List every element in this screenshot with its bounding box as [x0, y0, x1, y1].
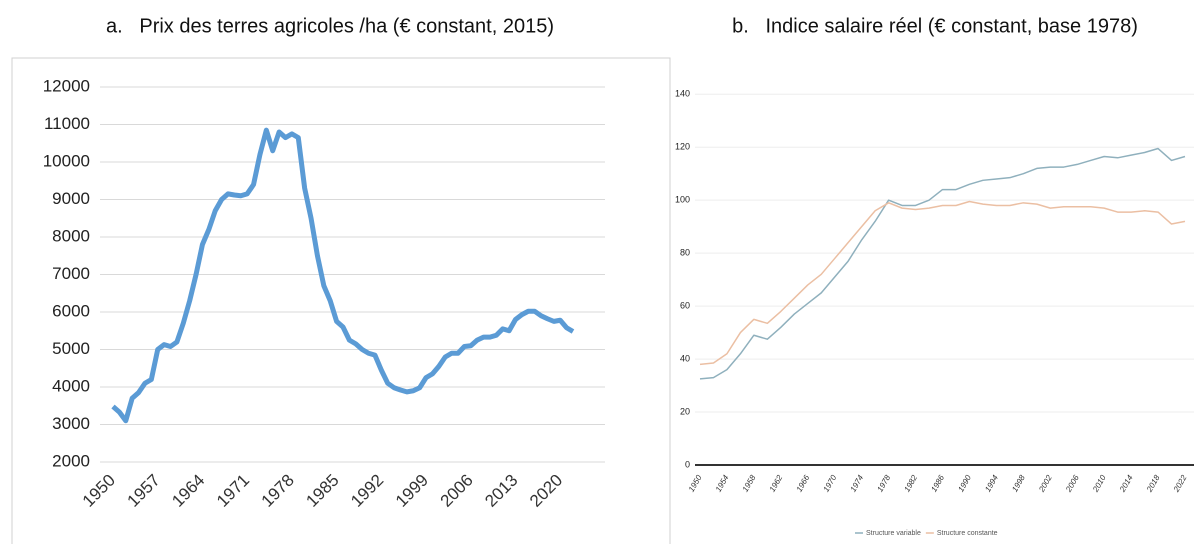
x-tick-label: 1958	[741, 473, 758, 493]
x-tick-label: 1999	[392, 471, 432, 511]
y-tick-label: 120	[675, 142, 690, 152]
x-tick-label: 2014	[1117, 473, 1134, 494]
x-tick-label: 1950	[79, 471, 119, 511]
chart-a-frame	[11, 57, 671, 549]
x-tick-label: 1992	[347, 471, 387, 511]
x-tick-label: 1964	[168, 471, 208, 511]
y-tick-label: 6000	[52, 301, 90, 320]
x-tick-label: 1982	[902, 473, 919, 493]
x-tick-label: 2010	[1091, 473, 1108, 494]
x-tick-label: 2002	[1037, 473, 1054, 494]
x-tick-label: 1994	[983, 473, 1000, 493]
x-tick-label: 2020	[526, 471, 566, 511]
y-tick-label: 140	[675, 89, 690, 99]
y-tick-label: 8000	[52, 226, 90, 245]
legend-label: Structure constante	[937, 530, 998, 537]
y-tick-label: 2000	[52, 451, 90, 470]
y-tick-label: 7000	[52, 264, 90, 283]
y-tick-label: 10000	[43, 151, 90, 170]
x-tick-label: 2018	[1144, 473, 1161, 494]
y-tick-label: 4000	[52, 376, 90, 395]
y-tick-label: 20	[680, 406, 690, 416]
x-tick-label: 2013	[481, 471, 521, 511]
chart-title: a. Prix des terres agricoles /ha (€ cons…	[106, 15, 554, 37]
y-tick-label: 11000	[44, 114, 90, 133]
line-series	[699, 200, 1186, 366]
x-tick-label: 2006	[437, 471, 477, 511]
x-tick-label: 1970	[822, 473, 839, 493]
x-tick-label: 1990	[956, 473, 973, 493]
x-tick-label: 1978	[875, 473, 892, 493]
y-tick-label: 9000	[52, 189, 90, 208]
chart-title: b. Indice salaire réel (€ constant, base…	[732, 15, 1138, 37]
x-tick-label: 1998	[1010, 473, 1027, 493]
x-tick-label: 1985	[302, 471, 342, 511]
x-tick-label: 2022	[1171, 473, 1188, 494]
x-tick-label: 1974	[849, 473, 866, 493]
line-series	[111, 127, 575, 424]
y-tick-label: 60	[680, 300, 690, 310]
y-tick-label: 100	[675, 195, 690, 205]
x-tick-label: 1950	[687, 473, 704, 493]
x-tick-label: 1971	[213, 471, 253, 511]
y-tick-label: 40	[680, 353, 690, 363]
line-series	[699, 147, 1186, 380]
x-tick-label: 1986	[929, 473, 946, 493]
legend-label: Structure variable	[866, 530, 921, 537]
x-tick-label: 1957	[124, 471, 164, 511]
y-tick-label: 80	[680, 248, 690, 258]
x-tick-label: 1954	[714, 473, 731, 493]
x-tick-label: 2006	[1064, 473, 1081, 494]
y-tick-label: 3000	[52, 414, 90, 433]
y-tick-label: 0	[685, 459, 690, 469]
y-tick-label: 5000	[52, 339, 90, 358]
x-tick-label: 1962	[768, 473, 785, 493]
x-tick-label: 1978	[258, 471, 298, 511]
x-tick-label: 1966	[795, 473, 812, 493]
y-tick-label: 12000	[43, 76, 90, 95]
